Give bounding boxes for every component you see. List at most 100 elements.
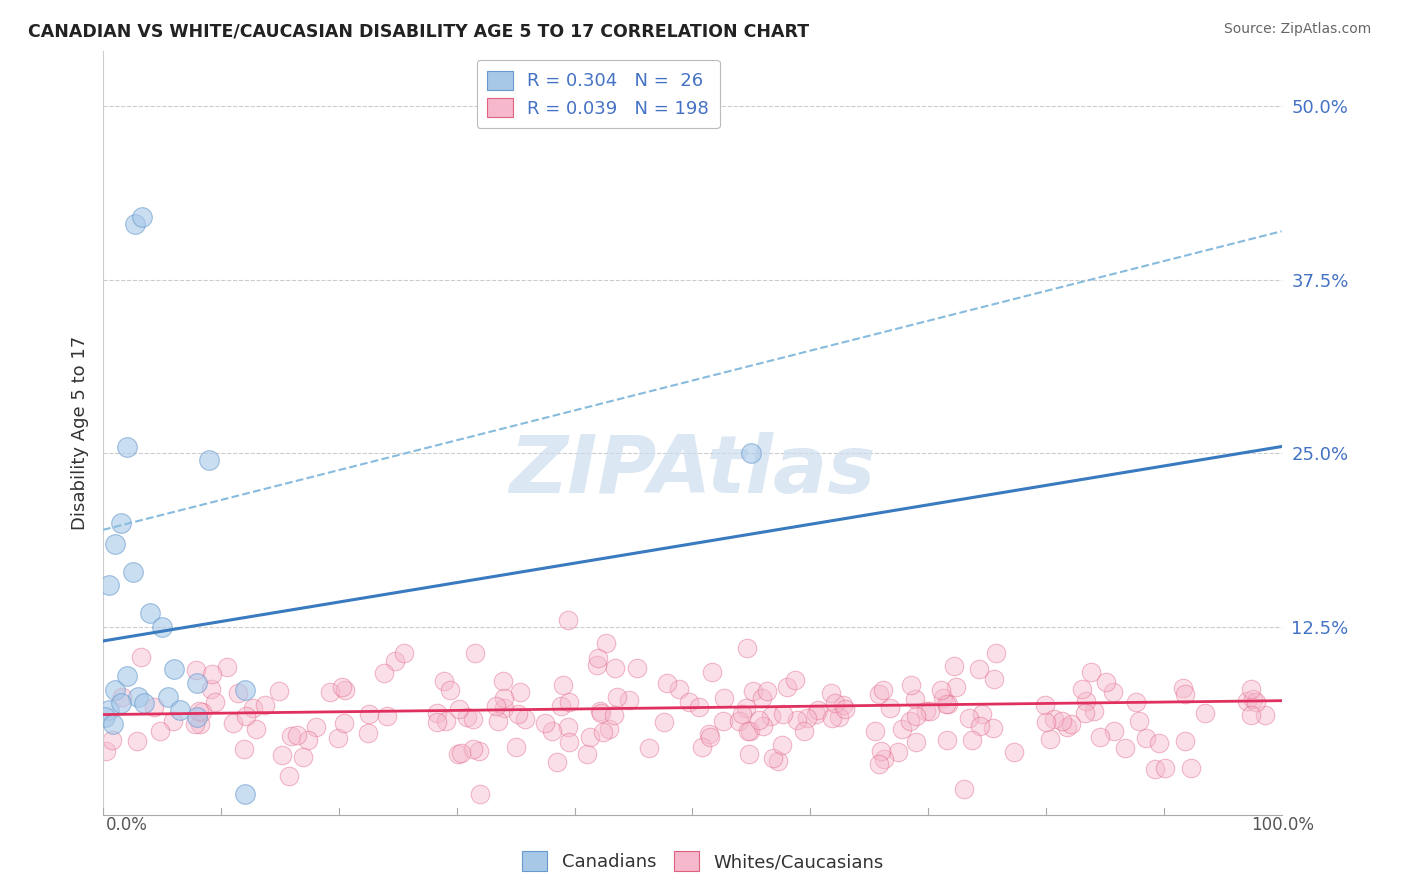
Point	[576, 747, 599, 761]
Point	[751, 690, 773, 705]
Point	[887, 745, 910, 759]
Point	[492, 690, 515, 705]
Point	[1171, 681, 1194, 695]
Point	[456, 709, 478, 723]
Point	[984, 646, 1007, 660]
Point	[821, 711, 844, 725]
Point	[900, 678, 922, 692]
Point	[546, 755, 568, 769]
Point	[156, 690, 179, 704]
Text: ZIPAtlas: ZIPAtlas	[509, 432, 876, 510]
Point	[1039, 731, 1062, 746]
Point	[115, 440, 138, 454]
Point	[868, 757, 890, 772]
Point	[1144, 762, 1167, 776]
Point	[186, 675, 208, 690]
Point	[186, 710, 208, 724]
Point	[1180, 761, 1202, 775]
Point	[585, 658, 607, 673]
Point	[699, 730, 721, 744]
Point	[492, 674, 515, 689]
Point	[464, 647, 486, 661]
Point	[509, 685, 531, 699]
Point	[904, 709, 927, 723]
Point	[589, 706, 612, 720]
Point	[1002, 745, 1025, 759]
Point	[200, 681, 222, 696]
Point	[981, 721, 1004, 735]
Point	[1102, 723, 1125, 738]
Point	[904, 692, 927, 706]
Point	[728, 714, 751, 729]
Point	[1128, 714, 1150, 728]
Point	[150, 620, 173, 634]
Point	[439, 682, 461, 697]
Point	[277, 769, 299, 783]
Point	[541, 723, 564, 738]
Point	[914, 704, 936, 718]
Point	[960, 733, 983, 747]
Point	[785, 673, 807, 687]
Point	[759, 709, 782, 723]
Point	[335, 683, 357, 698]
Point	[110, 516, 132, 530]
Point	[1240, 682, 1263, 697]
Point	[969, 719, 991, 733]
Point	[280, 729, 302, 743]
Point	[124, 217, 146, 231]
Point	[1102, 684, 1125, 698]
Point	[534, 716, 557, 731]
Point	[187, 705, 209, 719]
Point	[270, 748, 292, 763]
Point	[461, 741, 484, 756]
Point	[931, 691, 953, 706]
Point	[1080, 665, 1102, 679]
Point	[983, 672, 1005, 686]
Point	[688, 699, 710, 714]
Point	[468, 787, 491, 801]
Point	[936, 733, 959, 747]
Point	[468, 744, 491, 758]
Point	[326, 731, 349, 745]
Point	[332, 715, 354, 730]
Point	[492, 700, 515, 714]
Point	[617, 693, 640, 707]
Point	[655, 676, 678, 690]
Point	[967, 663, 990, 677]
Point	[756, 683, 779, 698]
Point	[762, 751, 785, 765]
Point	[297, 733, 319, 747]
Point	[1149, 736, 1171, 750]
Point	[935, 698, 957, 712]
Point	[1240, 707, 1263, 722]
Y-axis label: Disability Age 5 to 17: Disability Age 5 to 17	[72, 335, 89, 530]
Point	[163, 662, 186, 676]
Point	[215, 660, 238, 674]
Point	[738, 724, 761, 739]
Point	[191, 706, 214, 720]
Point	[626, 661, 648, 675]
Legend: R = 0.304   N =  26, R = 0.039   N = 198: R = 0.304 N = 26, R = 0.039 N = 198	[477, 60, 720, 128]
Point	[373, 666, 395, 681]
Point	[330, 681, 353, 695]
Point	[1043, 712, 1066, 726]
Point	[1088, 730, 1111, 744]
Point	[918, 704, 941, 718]
Point	[972, 707, 994, 722]
Point	[748, 714, 770, 728]
Point	[1153, 761, 1175, 775]
Text: 0.0%: 0.0%	[105, 816, 148, 834]
Point	[1033, 698, 1056, 713]
Point	[463, 712, 485, 726]
Point	[770, 738, 793, 752]
Point	[433, 674, 456, 689]
Point	[505, 739, 527, 754]
Point	[891, 722, 914, 736]
Point	[598, 722, 620, 736]
Point	[786, 713, 808, 727]
Point	[873, 752, 896, 766]
Point	[863, 723, 886, 738]
Point	[1246, 695, 1268, 709]
Point	[1059, 717, 1081, 731]
Point	[872, 682, 894, 697]
